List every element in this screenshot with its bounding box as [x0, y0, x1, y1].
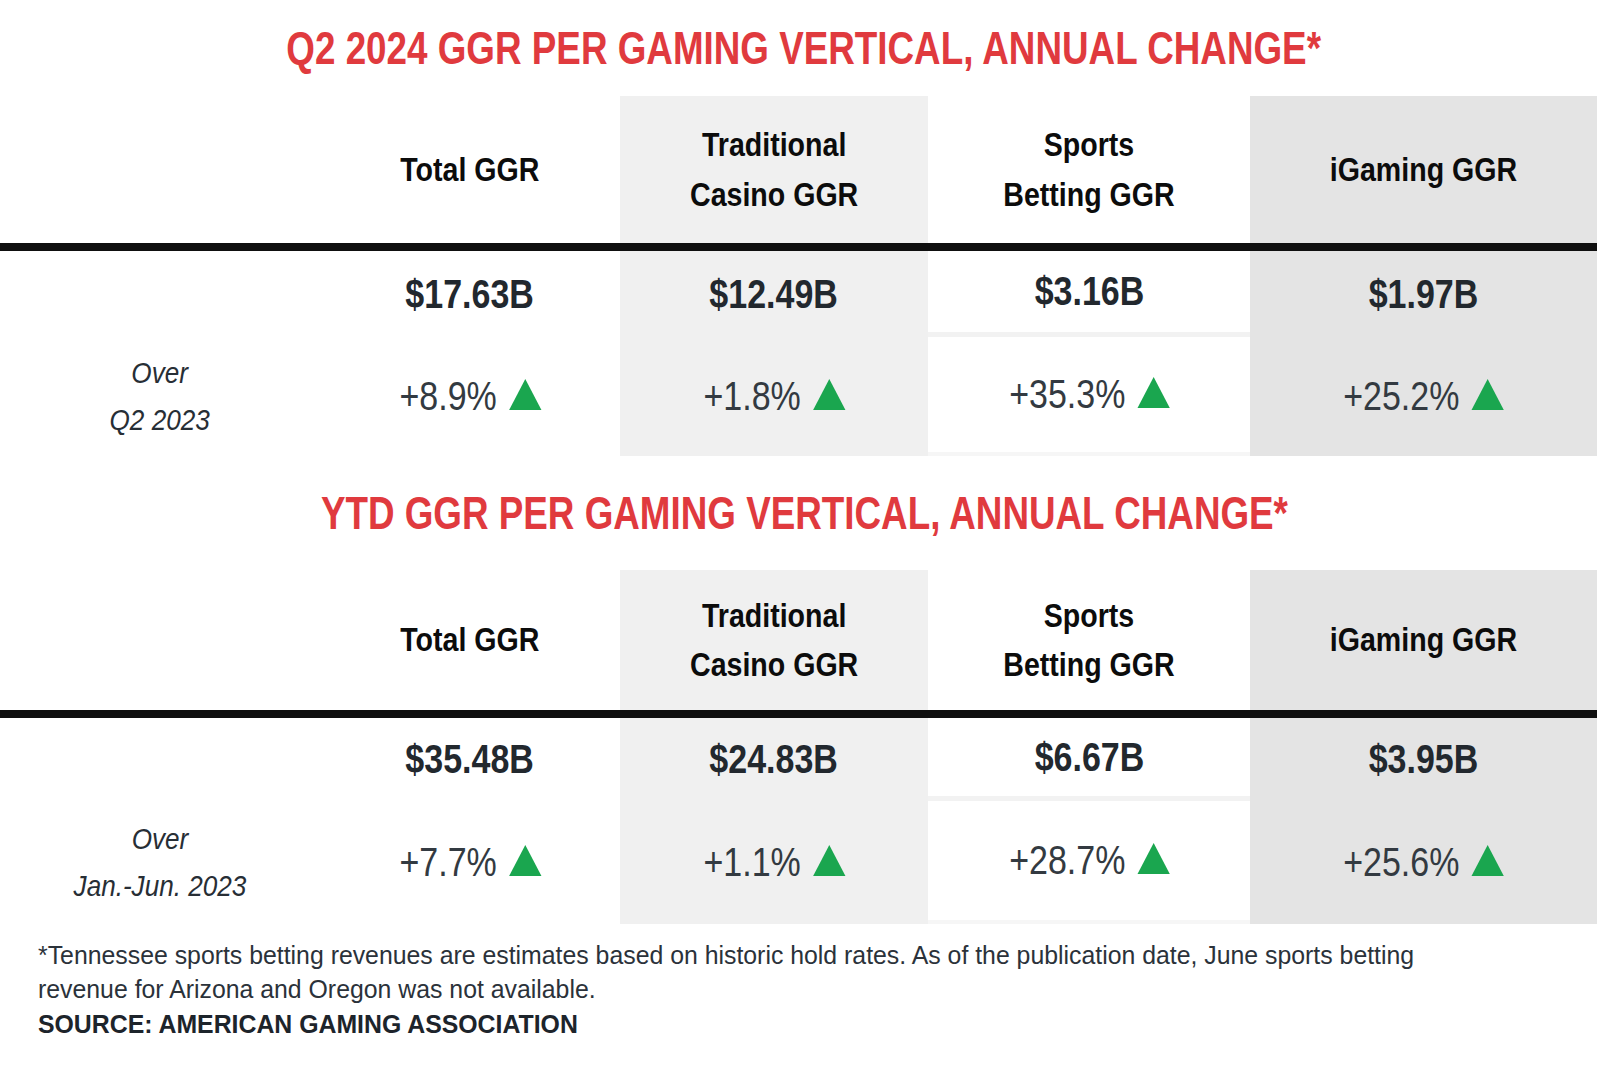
ytd-change-total-ggr: +7.7%	[320, 801, 620, 924]
up-arrow-icon	[1137, 377, 1169, 408]
ytd-row-label-cell: Over Jan.-Jun. 2023	[0, 801, 320, 924]
annual-change-value: +35.3%	[1009, 372, 1125, 417]
ggr-value: $3.95B	[1369, 737, 1479, 782]
q2-header-total-ggr: Total GGR	[320, 96, 620, 243]
column-header-sports-betting-ggr: Sports Betting GGR	[1003, 120, 1174, 219]
up-arrow-icon	[812, 845, 844, 876]
ytd-header-spacer-cell	[0, 570, 320, 710]
annual-change-value: +8.9%	[399, 374, 496, 419]
q2-change-sports-betting-ggr: +35.3%	[928, 337, 1250, 456]
ytd-header-igaming-ggr: iGaming GGR	[1250, 570, 1597, 710]
ytd-header-total-ggr: Total GGR	[320, 570, 620, 710]
q2-header-igaming-ggr: iGaming GGR	[1250, 96, 1597, 243]
ytd-value-igaming-ggr: $3.95B	[1250, 718, 1597, 801]
annual-change-value: +28.7%	[1009, 838, 1125, 883]
ggr-value: $1.97B	[1369, 272, 1479, 317]
annual-change-value: +1.1%	[703, 840, 800, 885]
column-header-traditional-casino-ggr: Traditional Casino GGR	[690, 120, 858, 219]
annual-change-value: +7.7%	[399, 840, 496, 885]
ytd-change-sports-betting-ggr: +28.7%	[928, 801, 1250, 924]
ggr-value: $35.48B	[406, 737, 535, 782]
q2-value-igaming-ggr: $1.97B	[1250, 251, 1597, 337]
annual-change-value: +25.2%	[1343, 374, 1459, 419]
q2-header-spacer-cell	[0, 96, 320, 243]
ytd-header-sports-betting-ggr: Sports Betting GGR	[928, 570, 1250, 710]
ggr-value: $17.63B	[406, 272, 535, 317]
q2-row-label-cell: Over Q2 2023	[0, 337, 320, 456]
ggr-value: $24.83B	[710, 737, 839, 782]
q2-value-traditional-casino-ggr: $12.49B	[620, 251, 928, 337]
ytd-value-traditional-casino-ggr: $24.83B	[620, 718, 928, 801]
q2-change-total-ggr: +8.9%	[320, 337, 620, 456]
column-header-total-ggr: Total GGR	[400, 145, 539, 194]
ytd-change-igaming-ggr: +25.6%	[1250, 801, 1597, 924]
q2-header-sports-betting-ggr: Sports Betting GGR	[928, 96, 1250, 243]
up-arrow-icon	[508, 845, 540, 876]
column-header-igaming-ggr: iGaming GGR	[1330, 615, 1517, 664]
q2-header-divider-rule	[0, 243, 1597, 251]
ytd-values-spacer-cell	[0, 718, 320, 801]
ggr-value: $6.67B	[1034, 735, 1144, 780]
footer-block: *Tennessee sports betting revenues are e…	[38, 938, 1578, 1041]
q2-change-igaming-ggr: +25.2%	[1250, 337, 1597, 456]
q2-change-traditional-casino-ggr: +1.8%	[620, 337, 928, 456]
ggr-value: $12.49B	[710, 272, 839, 317]
source-credit: SOURCE: AMERICAN GAMING ASSOCIATION	[38, 1007, 1509, 1041]
ytd-header-divider-rule	[0, 710, 1597, 718]
q2-values-spacer-cell	[0, 251, 320, 337]
column-header-traditional-casino-ggr: Traditional Casino GGR	[690, 591, 858, 690]
up-arrow-icon	[812, 379, 844, 410]
q2-header-traditional-casino-ggr: Traditional Casino GGR	[620, 96, 928, 243]
q2-value-total-ggr: $17.63B	[320, 251, 620, 337]
footnote-text: *Tennessee sports betting revenues are e…	[38, 938, 1509, 1006]
ytd-value-total-ggr: $35.48B	[320, 718, 620, 801]
ytd-change-traditional-casino-ggr: +1.1%	[620, 801, 928, 924]
ytd-table-title: YTD GGR PER GAMING VERTICAL, ANNUAL CHAN…	[0, 456, 1608, 570]
ggr-value: $3.16B	[1034, 269, 1144, 314]
q2-table-title-text: Q2 2024 GGR PER GAMING VERTICAL, ANNUAL …	[287, 21, 1322, 75]
up-arrow-icon	[1471, 379, 1503, 410]
column-header-total-ggr: Total GGR	[400, 615, 539, 664]
q2-table-title: Q2 2024 GGR PER GAMING VERTICAL, ANNUAL …	[0, 0, 1608, 96]
ytd-header-traditional-casino-ggr: Traditional Casino GGR	[620, 570, 928, 710]
row-label-over-jan-jun-2023: Over Jan.-Jun. 2023	[74, 816, 247, 909]
up-arrow-icon	[1137, 843, 1169, 874]
up-arrow-icon	[1471, 845, 1503, 876]
ytd-value-sports-betting-ggr: $6.67B	[928, 718, 1250, 801]
ytd-table: Total GGR Traditional Casino GGR Sports …	[0, 570, 1597, 924]
annual-change-value: +1.8%	[703, 374, 800, 419]
annual-change-value: +25.6%	[1343, 840, 1459, 885]
q2-value-sports-betting-ggr: $3.16B	[928, 251, 1250, 337]
ytd-table-title-text: YTD GGR PER GAMING VERTICAL, ANNUAL CHAN…	[320, 486, 1287, 540]
column-header-igaming-ggr: iGaming GGR	[1330, 145, 1517, 194]
column-header-sports-betting-ggr: Sports Betting GGR	[1003, 591, 1174, 690]
q2-table: Total GGR Traditional Casino GGR Sports …	[0, 96, 1597, 456]
infographic-page: Q2 2024 GGR PER GAMING VERTICAL, ANNUAL …	[0, 0, 1608, 1067]
row-label-over-q2-2023: Over Q2 2023	[110, 350, 210, 443]
up-arrow-icon	[508, 379, 540, 410]
